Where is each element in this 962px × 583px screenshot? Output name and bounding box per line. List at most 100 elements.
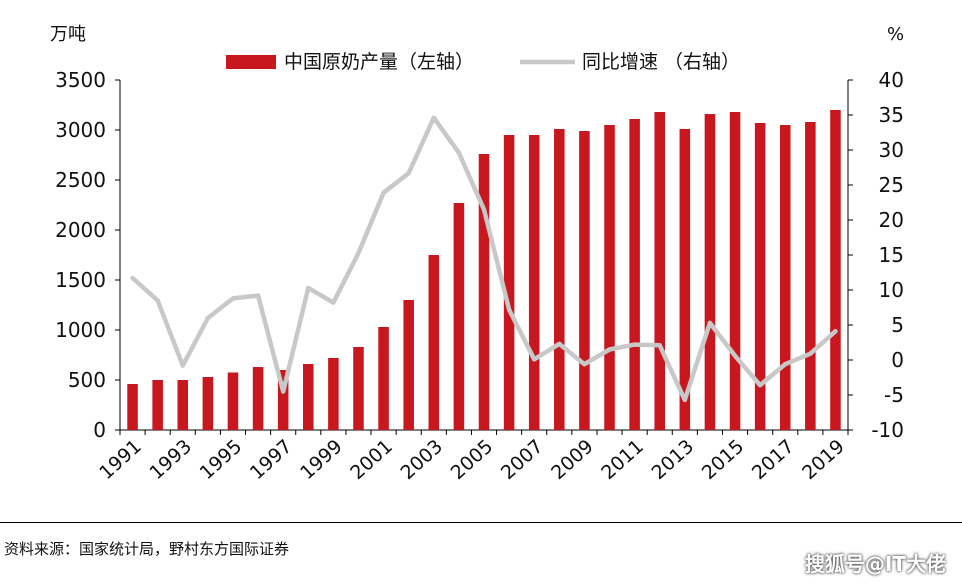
bar bbox=[478, 154, 490, 430]
line-point bbox=[707, 320, 713, 326]
right-tick-label: -5 bbox=[884, 383, 904, 407]
legend: 中国原奶产量（左轴） 同比增速 （右轴） bbox=[226, 51, 740, 73]
bar bbox=[579, 131, 590, 430]
line-point bbox=[130, 275, 135, 281]
line-point bbox=[381, 190, 386, 195]
bar bbox=[754, 123, 766, 430]
left-tick-label: 0 bbox=[93, 418, 106, 442]
left-tick-label: 1000 bbox=[55, 318, 106, 342]
bar bbox=[127, 384, 138, 430]
footer-divider bbox=[0, 522, 962, 523]
line-point bbox=[155, 298, 160, 303]
line-point bbox=[306, 285, 311, 291]
line-point bbox=[356, 250, 361, 256]
right-tick-label: 0 bbox=[891, 348, 904, 372]
line-point bbox=[406, 170, 411, 176]
right-tick-label: 40 bbox=[879, 68, 904, 92]
bar bbox=[554, 129, 565, 430]
bar-series bbox=[127, 110, 841, 430]
bar bbox=[227, 372, 239, 430]
line-point bbox=[833, 329, 838, 334]
bar bbox=[830, 110, 841, 430]
line-point bbox=[280, 389, 286, 394]
legend-bar-label: 中国原奶产量（左轴） bbox=[284, 51, 474, 73]
left-tick-label: 3000 bbox=[55, 118, 106, 142]
left-tick-label: 2000 bbox=[55, 218, 106, 242]
x-tick-label: 1997 bbox=[246, 435, 297, 484]
x-tick-label: 1993 bbox=[145, 435, 196, 484]
bar bbox=[328, 358, 339, 430]
bar bbox=[805, 122, 816, 430]
bar bbox=[779, 125, 791, 430]
bar bbox=[629, 119, 640, 430]
bar bbox=[378, 327, 389, 430]
line-point bbox=[506, 307, 512, 312]
line-point bbox=[180, 363, 185, 368]
left-tick-label: 3500 bbox=[55, 68, 106, 92]
x-tick-label: 2013 bbox=[648, 435, 699, 484]
bar bbox=[729, 112, 741, 430]
left-axis-unit: 万吨 bbox=[50, 24, 86, 45]
x-tick-label: 2003 bbox=[396, 435, 447, 484]
line-point bbox=[230, 296, 236, 301]
bar bbox=[303, 364, 314, 430]
bar bbox=[503, 135, 515, 430]
x-tick-label: 2011 bbox=[597, 435, 648, 484]
line-point bbox=[331, 300, 336, 305]
line-point bbox=[732, 353, 738, 358]
right-tick-label: 10 bbox=[879, 278, 904, 302]
right-tick-label: 5 bbox=[891, 313, 904, 337]
right-tick-label: 35 bbox=[879, 103, 904, 127]
legend-line-label: 同比增速 （右轴） bbox=[582, 51, 740, 73]
line-point bbox=[205, 315, 211, 321]
chart: 0 500 1000 1500 2000 2500 3000 3500 -10 -5 0 5 10 15 2… bbox=[50, 24, 904, 484]
line-point bbox=[582, 362, 587, 367]
left-tick-label: 1500 bbox=[55, 268, 106, 292]
bar bbox=[403, 300, 414, 430]
x-tick-label: 2009 bbox=[547, 435, 598, 484]
watermark: 搜狐号@IT大佬 bbox=[804, 552, 946, 576]
right-axis-unit: % bbox=[887, 24, 904, 45]
right-tick-label: 25 bbox=[879, 173, 904, 197]
line-point bbox=[431, 115, 436, 121]
line-point bbox=[757, 383, 763, 388]
bar bbox=[654, 112, 665, 430]
x-tick-label: 2017 bbox=[748, 435, 799, 484]
bar bbox=[202, 377, 214, 430]
right-tick-label: 30 bbox=[879, 138, 904, 162]
bar bbox=[428, 255, 440, 430]
line-point bbox=[456, 150, 462, 155]
line-point bbox=[255, 293, 261, 298]
x-tick-label: 2015 bbox=[698, 435, 749, 484]
bar bbox=[528, 135, 540, 430]
x-tick-label: 1999 bbox=[296, 435, 347, 484]
bar bbox=[679, 129, 691, 430]
x-tick-label: 2005 bbox=[447, 435, 498, 484]
line-point bbox=[532, 357, 537, 362]
bar bbox=[704, 114, 716, 430]
x-tick-label: 1991 bbox=[95, 435, 146, 484]
bar bbox=[453, 203, 465, 430]
legend-bar-swatch bbox=[226, 55, 276, 69]
bar bbox=[353, 347, 364, 430]
left-tick-label: 2500 bbox=[55, 168, 106, 192]
bar bbox=[252, 367, 264, 430]
x-tick-label: 2007 bbox=[497, 435, 548, 484]
line-point bbox=[557, 341, 562, 347]
x-tick-label: 2019 bbox=[798, 435, 849, 484]
line-point bbox=[657, 343, 662, 348]
right-tick-label: 15 bbox=[879, 243, 904, 267]
line-point bbox=[607, 347, 612, 352]
line-point bbox=[682, 397, 688, 403]
bar bbox=[604, 125, 615, 430]
line-point bbox=[783, 362, 788, 367]
x-tick-label: 1995 bbox=[196, 435, 247, 484]
x-tick-label: 2001 bbox=[346, 435, 397, 484]
source-note: 资料来源：国家统计局，野村东方国际证券 bbox=[4, 540, 290, 558]
right-tick-label: -10 bbox=[871, 418, 904, 442]
bar bbox=[177, 380, 189, 430]
line-series bbox=[130, 115, 838, 403]
bar bbox=[152, 380, 163, 430]
bar bbox=[277, 370, 289, 430]
line-point bbox=[808, 351, 813, 356]
